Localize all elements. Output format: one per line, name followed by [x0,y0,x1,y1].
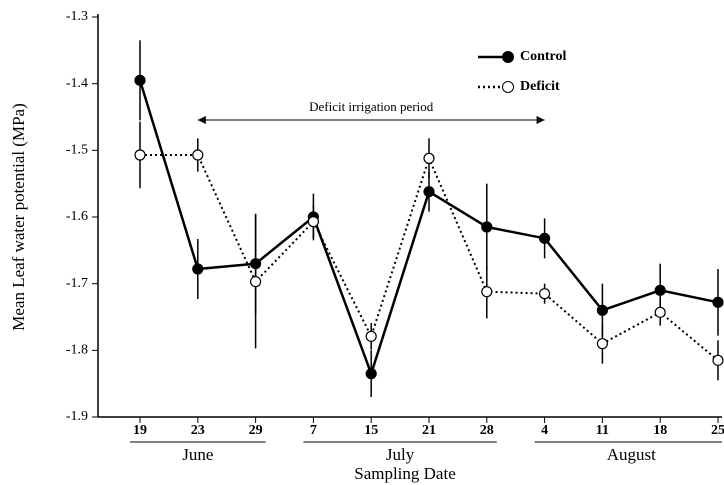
y-axis-label: Mean Leaf water potential (MPa) [9,103,28,331]
point [654,284,666,296]
month-label: June [182,445,213,464]
point [423,152,435,164]
arrow-head [197,116,206,124]
point [481,286,493,298]
point [192,149,204,161]
x-tick-label: 29 [249,423,263,438]
x-tick-label: 18 [653,423,667,438]
annotation: Deficit irrigation period [309,99,434,114]
x-tick-label: 4 [541,423,548,438]
legend-marker [502,81,514,93]
x-tick-label: 19 [133,423,147,438]
legend-marker [502,51,514,63]
x-tick-label: 15 [364,423,378,438]
x-tick-label: 21 [422,423,436,438]
x-axis-label: Sampling Date [354,464,456,483]
legend-label: Control [520,49,567,64]
series-line [138,79,719,378]
legend-label: Deficit [520,79,560,94]
point [134,74,146,86]
point [596,338,609,350]
y-tick-label: -1.8 [66,343,88,358]
point [365,330,377,342]
point [365,368,377,380]
y-tick-label: -1.5 [66,143,88,158]
y-tick-label: -1.9 [66,409,88,424]
point [250,276,262,288]
y-tick-label: -1.6 [66,209,88,224]
point [538,288,551,300]
y-tick-label: -1.3 [66,9,88,24]
point [423,186,435,198]
x-tick-label: 7 [310,423,317,438]
point [134,149,146,161]
point [481,221,493,233]
point [712,296,724,308]
x-tick-label: 28 [480,423,494,438]
point [654,306,666,318]
point [596,304,609,316]
month-label: July [386,445,415,464]
y-tick-label: -1.4 [66,76,88,91]
x-tick-label: 11 [596,423,609,438]
point [307,216,319,228]
month-label: August [607,445,656,464]
arrow-head [536,116,545,124]
x-tick-label: 23 [191,423,205,438]
x-tick-label: 25 [711,423,724,438]
point [538,232,551,244]
point [712,354,724,366]
y-tick-label: -1.7 [66,276,88,291]
point [192,263,204,275]
